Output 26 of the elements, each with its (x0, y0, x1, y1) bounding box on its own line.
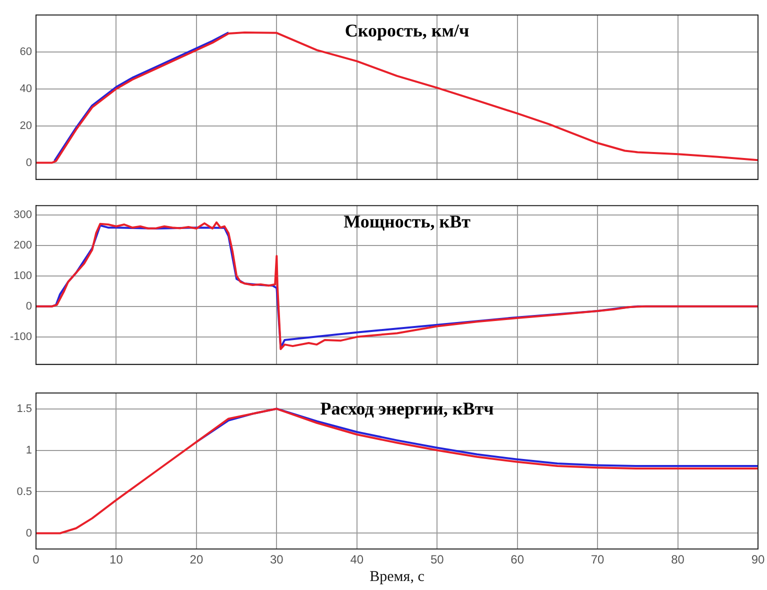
chart-title: Скорость, км/ч (344, 20, 470, 41)
x-tick-label: 70 (590, 552, 605, 567)
x-tick-label: 90 (751, 552, 765, 567)
y-tick-label: 0 (26, 300, 32, 312)
x-tick-label: 50 (430, 552, 444, 567)
y-tick-label: 200 (14, 239, 32, 252)
x-tick-label: 20 (190, 552, 204, 567)
y-tick-label: 40 (20, 82, 32, 95)
chart-title: Расход энергии, кВтч (320, 398, 494, 419)
y-tick-label: 20 (20, 120, 32, 132)
x-tick-label: 40 (350, 552, 364, 567)
y-tick-label: 100 (14, 270, 32, 282)
y-tick-label: 1 (26, 444, 32, 456)
y-tick-label: 300 (14, 208, 32, 221)
y-tick-label: -100 (10, 330, 32, 343)
x-tick-label: 30 (270, 552, 284, 567)
y-tick-label: 0.5 (16, 486, 32, 498)
y-tick-label: 1.5 (16, 402, 32, 415)
x-tick-label: 80 (671, 552, 685, 567)
x-axis-title: Время, с (370, 568, 425, 585)
y-tick-label: 0 (26, 527, 32, 540)
y-tick-label: 60 (20, 46, 32, 58)
x-tick-label: 60 (510, 552, 524, 567)
chart-title: Мощность, кВт (344, 211, 471, 232)
y-tick-label: 0 (26, 156, 32, 169)
x-tick-label: 10 (110, 552, 124, 567)
